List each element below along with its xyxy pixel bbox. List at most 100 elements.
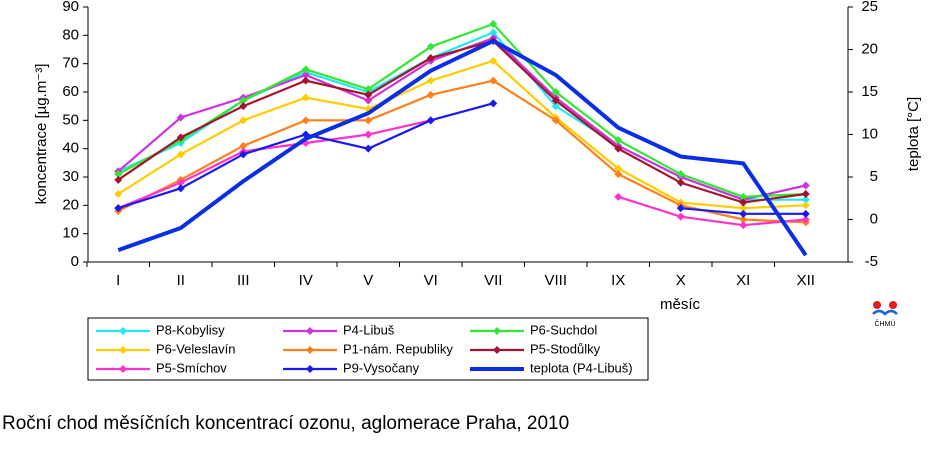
legend-marker <box>119 365 127 373</box>
y2-tick-label: 15 <box>861 83 878 100</box>
y2-tick-label: 25 <box>861 0 878 15</box>
data-point <box>489 28 498 37</box>
y-tick-label: 40 <box>62 140 79 157</box>
data-point <box>489 76 498 85</box>
legend-box <box>87 317 649 381</box>
data-point <box>176 133 185 142</box>
logo-dot <box>873 301 881 309</box>
logo-dot <box>889 301 897 309</box>
data-point <box>739 221 748 230</box>
legend-marker <box>306 327 314 335</box>
data-point <box>676 204 685 213</box>
data-point <box>801 201 810 210</box>
y-axis-title: koncentrace [µg.m⁻³] <box>33 64 50 205</box>
data-point <box>739 209 748 218</box>
series-line <box>117 59 806 210</box>
series-line <box>117 36 806 201</box>
data-point <box>301 93 310 102</box>
legend-label: P5-Stodůlky <box>530 341 601 356</box>
data-point <box>426 76 435 85</box>
legend-marker <box>493 327 501 335</box>
data-point <box>114 175 123 184</box>
legend-label: P6-Veleslavín <box>156 341 236 356</box>
y2-tick-label: -5 <box>865 253 878 270</box>
x-tick-label: XI <box>736 272 750 289</box>
data-point <box>239 96 248 105</box>
y-tick-label: 20 <box>62 196 79 213</box>
data-point <box>614 144 623 153</box>
data-point <box>739 192 748 201</box>
data-point <box>489 56 498 65</box>
data-point <box>239 150 248 159</box>
data-point <box>614 192 623 201</box>
data-point <box>739 204 748 213</box>
data-point <box>551 96 560 105</box>
data-point <box>364 85 373 94</box>
legend-marker <box>119 327 127 335</box>
data-point <box>426 42 435 51</box>
data-point <box>114 170 123 179</box>
data-point <box>739 215 748 224</box>
data-point <box>301 65 310 74</box>
legend-label: P4-Libuš <box>343 322 395 337</box>
x-tick-label: V <box>363 272 373 289</box>
data-point <box>301 76 310 85</box>
data-point <box>114 204 123 213</box>
data-point <box>364 90 373 99</box>
data-point <box>801 209 810 218</box>
x-tick-label: X <box>676 272 686 289</box>
data-point <box>801 181 810 190</box>
x-tick-label: III <box>237 272 250 289</box>
data-point <box>364 130 373 139</box>
data-point <box>676 212 685 221</box>
caption: Roční chod měsíčních koncentrací ozonu, … <box>2 413 569 434</box>
legend-label: P5-Smíchov <box>156 360 227 375</box>
legend-label: P1-nám. Republiky <box>343 341 453 356</box>
data-point <box>614 164 623 173</box>
data-point <box>239 141 248 150</box>
data-point <box>364 96 373 105</box>
data-point <box>239 102 248 111</box>
data-point <box>426 54 435 62</box>
x-tick-label: IV <box>299 272 313 289</box>
data-point <box>614 136 623 145</box>
data-point <box>676 178 685 187</box>
data-point <box>364 116 373 125</box>
x-tick-label: VIII <box>544 272 567 289</box>
data-point <box>801 215 810 224</box>
data-point <box>739 198 748 207</box>
data-point <box>551 116 560 125</box>
data-point <box>426 116 435 125</box>
data-point <box>426 90 435 99</box>
x-tick-label: VI <box>424 272 438 289</box>
x-tick-label: VII <box>484 272 502 289</box>
y-tick-label: 10 <box>62 225 79 242</box>
data-point <box>489 99 498 108</box>
y-tick-label: 80 <box>62 26 79 43</box>
legend-marker <box>306 365 314 373</box>
series-line <box>617 195 806 227</box>
data-point <box>114 190 123 198</box>
y2-tick-label: 0 <box>870 210 878 227</box>
data-point <box>239 116 248 125</box>
y-tick-label: 90 <box>62 0 79 15</box>
data-point <box>801 190 810 198</box>
y-tick-label: 0 <box>71 253 79 270</box>
legend-label: P6-Suchdol <box>530 322 597 337</box>
y-tick-label: 60 <box>62 83 79 100</box>
data-point <box>176 178 185 187</box>
y2-tick-label: 10 <box>861 125 878 142</box>
legend-marker <box>493 346 501 354</box>
legend-label: P9-Vysočany <box>343 360 420 375</box>
legend-label: P8-Kobylisy <box>156 322 225 337</box>
data-point <box>614 170 623 179</box>
y-tick-label: 30 <box>62 168 79 185</box>
series-line <box>117 79 806 224</box>
y-tick-label: 50 <box>62 111 79 128</box>
y2-tick-label: 5 <box>870 168 878 185</box>
series-line <box>117 38 808 257</box>
data-point <box>176 150 185 159</box>
y2-tick-label: 20 <box>861 40 878 57</box>
data-point <box>176 113 185 122</box>
data-point <box>676 170 685 179</box>
